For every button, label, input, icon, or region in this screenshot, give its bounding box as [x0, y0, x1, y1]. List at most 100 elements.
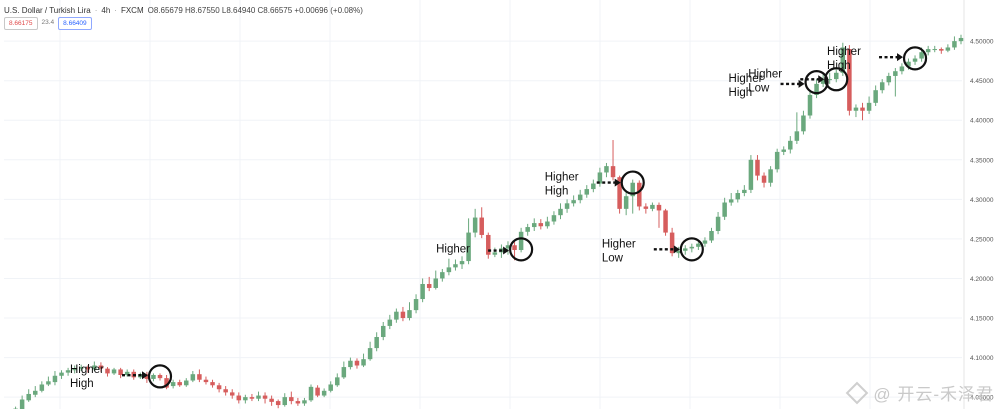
candle-body	[296, 401, 301, 403]
candle-body	[913, 59, 918, 62]
candle-up	[722, 198, 727, 220]
candle-up	[795, 112, 800, 144]
candle-body	[867, 103, 872, 111]
y-tick-label: 4.30000	[970, 197, 994, 204]
candle-body	[637, 183, 642, 207]
annotation-label: Higher	[436, 244, 470, 256]
candle-body	[565, 203, 570, 209]
candle-up	[598, 168, 603, 187]
candle-body	[177, 382, 182, 385]
candle-up	[184, 378, 189, 387]
candle-up	[880, 79, 885, 93]
candle-down	[670, 228, 675, 256]
candle-body	[703, 240, 708, 243]
candle-up	[768, 166, 773, 187]
candle-up	[558, 203, 563, 219]
candle-up	[335, 373, 340, 386]
chart-header: U.S. Dollar / Turkish Lira · 4h · FXCM O…	[4, 3, 363, 17]
candle-up	[578, 190, 583, 203]
sell-price-button[interactable]: 8.66175	[4, 17, 38, 30]
candle-body	[361, 359, 366, 365]
symbol-title[interactable]: U.S. Dollar / Turkish Lira	[4, 6, 91, 15]
candle-up	[893, 68, 898, 96]
candle-up	[525, 224, 530, 236]
annotation-label: Higher	[545, 172, 579, 184]
candle-body	[105, 369, 110, 374]
candle-up	[808, 90, 813, 118]
candle-body	[243, 397, 248, 400]
annotation-label: Higher	[827, 46, 861, 58]
candle-up	[749, 155, 754, 193]
candle-up	[545, 217, 550, 229]
candle-up	[604, 163, 609, 177]
buy-price-button[interactable]: 8.66409	[58, 17, 92, 30]
candle-body	[486, 235, 491, 255]
candle-body	[722, 203, 727, 217]
candle-body	[539, 223, 544, 226]
y-tick-label: 4.45000	[970, 78, 994, 85]
candle-body	[223, 389, 228, 392]
candle-up	[913, 55, 918, 64]
annotations: HigherHighHigherHigherHighHigherLowHighe…	[70, 46, 926, 390]
candle-up	[374, 332, 379, 351]
candle-body	[434, 278, 439, 287]
candle-up	[420, 278, 425, 302]
candle-up	[361, 354, 366, 367]
candle-body	[250, 397, 255, 399]
candle-body	[801, 116, 806, 132]
candle-up	[591, 180, 596, 193]
candle-body	[348, 361, 353, 367]
candle-down	[118, 368, 123, 378]
candle-body	[768, 169, 773, 182]
candle-body	[512, 245, 517, 250]
candle-up	[932, 46, 937, 52]
candle-up	[493, 248, 498, 257]
candle-down	[177, 380, 182, 387]
candle-body	[40, 384, 45, 390]
candle-body	[525, 227, 530, 232]
candle-body	[191, 374, 196, 380]
candle-up	[434, 271, 439, 290]
candle-body	[217, 385, 222, 389]
candle-up	[801, 111, 806, 135]
candle-down	[197, 369, 202, 382]
candle-body	[335, 377, 340, 385]
candle-body	[952, 41, 957, 47]
candle-body	[900, 66, 905, 71]
price-badges: 8.66175 23.4 8.66409	[4, 17, 92, 30]
candle-body	[184, 381, 189, 386]
price-axis: 4.500004.450004.400004.350004.300004.250…	[964, 0, 1000, 409]
candle-up	[959, 35, 964, 44]
candle-up	[630, 180, 635, 214]
candle-down	[486, 233, 491, 259]
candle-up	[473, 209, 478, 237]
candle-body	[289, 397, 294, 401]
candle-up	[440, 269, 445, 282]
candle-up	[873, 85, 878, 106]
candle-up	[348, 358, 353, 370]
candle-up	[328, 381, 333, 392]
candle-down	[289, 392, 294, 405]
candle-body	[663, 210, 668, 232]
candle-body	[210, 382, 215, 385]
candle-body	[328, 384, 333, 390]
candle-body	[683, 248, 688, 250]
interval-label[interactable]: 4h	[101, 6, 110, 15]
candle-up	[814, 79, 819, 98]
separator-icon: ·	[114, 6, 117, 15]
y-tick-label: 4.10000	[970, 355, 994, 362]
candle-body	[591, 184, 596, 190]
candle-up	[112, 368, 117, 375]
candle-body	[571, 200, 576, 203]
candle-body	[112, 369, 117, 373]
candle-body	[880, 82, 885, 90]
candle-up	[867, 97, 872, 114]
candle-body	[532, 223, 537, 227]
candle-body	[716, 217, 721, 231]
candle-up	[716, 212, 721, 234]
candle-body	[453, 264, 458, 267]
grid-lines	[4, 0, 962, 409]
candle-down	[355, 358, 360, 368]
